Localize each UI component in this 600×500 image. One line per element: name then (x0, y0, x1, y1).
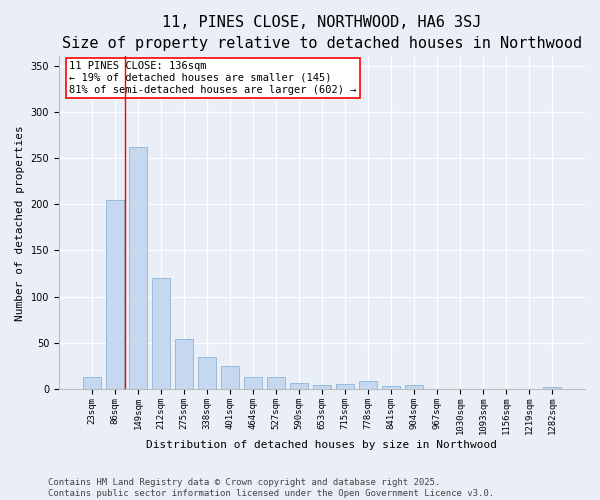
Bar (336, 384, 354, 389)
Bar (221, 366, 239, 389)
Bar (244, 377, 262, 389)
Bar (542, 388, 561, 389)
Bar (290, 382, 308, 389)
Bar (83, 377, 101, 389)
Bar (267, 377, 285, 389)
Bar (106, 200, 124, 389)
Text: Contains HM Land Registry data © Crown copyright and database right 2025.
Contai: Contains HM Land Registry data © Crown c… (48, 478, 494, 498)
Bar (382, 386, 400, 389)
Bar (152, 278, 170, 389)
Bar (359, 381, 377, 389)
Bar (198, 357, 216, 389)
Bar (175, 340, 193, 389)
Bar (313, 384, 331, 389)
Bar (405, 386, 423, 389)
Bar (129, 147, 147, 389)
X-axis label: Distribution of detached houses by size in Northwood: Distribution of detached houses by size … (146, 440, 497, 450)
Title: 11, PINES CLOSE, NORTHWOOD, HA6 3SJ
Size of property relative to detached houses: 11, PINES CLOSE, NORTHWOOD, HA6 3SJ Size… (62, 15, 582, 51)
Y-axis label: Number of detached properties: Number of detached properties (15, 125, 25, 320)
Text: 11 PINES CLOSE: 136sqm
← 19% of detached houses are smaller (145)
81% of semi-de: 11 PINES CLOSE: 136sqm ← 19% of detached… (70, 62, 357, 94)
